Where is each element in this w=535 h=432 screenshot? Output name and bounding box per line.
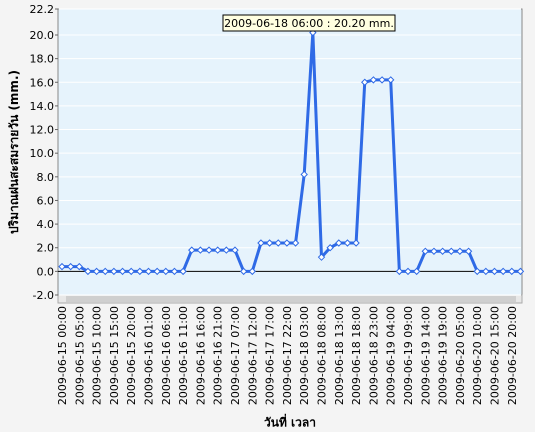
data-point <box>473 267 481 276</box>
data-point <box>404 267 412 276</box>
x-tick-label: 2009-06-19 09:00 <box>402 306 415 405</box>
data-point <box>508 267 516 276</box>
x-tick-label: 2009-06-19 19:00 <box>437 306 450 405</box>
data-point <box>144 267 153 276</box>
annotation-box <box>222 14 396 32</box>
y-tick-label: 2.0 <box>37 242 55 255</box>
y-tick-label: 12.0 <box>30 124 55 137</box>
data-point <box>248 267 257 276</box>
data-point <box>335 239 343 247</box>
data-point <box>213 246 222 254</box>
data-point <box>499 267 507 276</box>
x-tick-label: 2009-06-16 01:00 <box>143 306 156 405</box>
data-point <box>464 247 473 255</box>
data-point <box>395 267 404 276</box>
data-point <box>438 247 447 255</box>
data-point <box>378 76 386 84</box>
data-point <box>361 78 369 86</box>
data-point <box>257 239 265 247</box>
y-tick-label: 8.0 <box>37 171 55 184</box>
x-tick-label: 2009-06-19 04:00 <box>385 306 398 405</box>
x-tick-label: 2009-06-18 13:00 <box>333 306 346 405</box>
data-point <box>430 247 438 255</box>
x-tick-label: 2009-06-16 16:00 <box>194 306 207 405</box>
data-point <box>326 244 334 252</box>
x-tick-label: 2009-06-20 10:00 <box>471 306 484 405</box>
data-point <box>447 247 455 255</box>
x-tick-label: 2009-06-16 21:00 <box>212 306 225 405</box>
data-point <box>412 267 421 276</box>
x-tick-label: 2009-06-15 15:00 <box>108 306 121 405</box>
y-tick-label: 6.0 <box>37 194 55 207</box>
data-point <box>343 239 352 247</box>
data-point <box>317 253 326 261</box>
y-axis-title: ปริมาณฝนสะสมรายวัน (mm.) <box>7 70 21 234</box>
data-point <box>179 267 187 276</box>
x-tick-label: 2009-06-17 17:00 <box>264 306 277 405</box>
data-point <box>118 267 127 276</box>
x-tick-label: 2009-06-18 23:00 <box>367 306 380 405</box>
data-point <box>369 76 378 84</box>
data-point <box>84 267 92 276</box>
y-tick-label: 10.0 <box>30 147 55 160</box>
x-tick-label: 2009-06-17 12:00 <box>246 306 259 405</box>
x-tick-label: 2009-06-17 22:00 <box>281 306 294 405</box>
x-tick-label: 2009-06-15 05:00 <box>73 306 86 405</box>
data-point <box>352 239 360 247</box>
data-point <box>66 262 75 271</box>
data-point <box>421 247 430 255</box>
data-point <box>188 246 196 254</box>
data-point <box>516 267 525 276</box>
y-tick-label: 14.0 <box>30 100 55 113</box>
data-point <box>274 239 282 247</box>
x-tick-label: 2009-06-15 10:00 <box>91 306 104 405</box>
x-tick-label: 2009-06-18 03:00 <box>298 306 311 405</box>
y-tick-label: -2.0 <box>33 289 54 302</box>
data-point <box>291 239 300 247</box>
x-tick-label: 2009-06-20 15:00 <box>489 306 502 405</box>
scrollbar-thumb[interactable] <box>66 296 516 302</box>
y-tick-label: 16.0 <box>30 76 55 89</box>
y-tick-label: 20.0 <box>30 29 55 42</box>
data-point <box>162 267 170 276</box>
y-tick-label: 22.2 <box>30 3 55 16</box>
data-point <box>58 262 66 271</box>
data-point <box>92 267 101 276</box>
data-point <box>222 246 231 254</box>
data-point <box>300 170 308 179</box>
data-point <box>101 267 109 276</box>
x-tick-label: 2009-06-18 08:00 <box>316 306 329 405</box>
x-tick-label: 2009-06-15 00:00 <box>56 306 69 405</box>
y-tick-label: 4.0 <box>37 218 55 231</box>
data-point <box>170 267 179 276</box>
x-tick-label: 2009-06-16 11:00 <box>177 306 190 405</box>
x-tick-label: 2009-06-20 05:00 <box>454 306 467 405</box>
data-point <box>386 76 395 84</box>
x-tick-label: 2009-06-16 06:00 <box>160 306 173 405</box>
data-point <box>490 267 499 276</box>
data-point <box>265 239 274 247</box>
x-tick-label: 2009-06-15 20:00 <box>125 306 138 405</box>
y-tick-label: 18.0 <box>30 53 55 66</box>
data-point <box>136 267 144 276</box>
x-tick-label: 2009-06-19 14:00 <box>419 306 432 405</box>
data-point <box>482 267 490 276</box>
x-tick-label: 2009-06-18 18:00 <box>350 306 363 405</box>
data-point <box>110 267 118 276</box>
y-tick-label: 0.0 <box>37 265 55 278</box>
data-point <box>196 246 205 254</box>
data-point <box>205 246 213 254</box>
annotation: 2009-06-18 06:00 : 20.20 mm. <box>224 17 394 30</box>
data-point <box>283 239 291 247</box>
data-point <box>456 247 464 255</box>
data-point <box>231 246 239 254</box>
data-point <box>153 267 161 276</box>
x-tick-label: 2009-06-17 07:00 <box>229 306 242 405</box>
data-point <box>127 267 135 276</box>
data-point <box>239 267 248 276</box>
x-axis-title: วันที่ เวลา <box>264 414 316 430</box>
data-point <box>75 262 84 271</box>
x-tick-label: 2009-06-20 20:00 <box>506 306 519 405</box>
